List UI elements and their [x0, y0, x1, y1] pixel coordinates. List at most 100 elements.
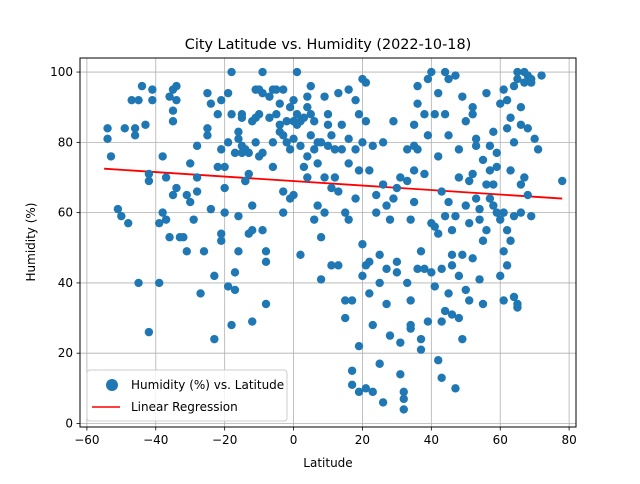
data-point	[389, 117, 398, 126]
data-point	[361, 78, 371, 87]
data-point	[223, 138, 233, 147]
x-tick-label: −20	[212, 433, 237, 447]
x-tick-label: 80	[561, 433, 576, 447]
data-point	[279, 131, 288, 140]
data-point	[437, 264, 446, 274]
data-point	[444, 74, 453, 84]
data-point	[192, 173, 202, 182]
data-point	[251, 138, 260, 147]
data-point	[458, 92, 467, 101]
data-point	[213, 110, 222, 119]
data-point	[361, 384, 371, 393]
data-point	[230, 285, 240, 295]
data-point	[506, 166, 515, 175]
data-point	[399, 387, 408, 397]
data-point	[434, 152, 443, 161]
data-point	[227, 110, 236, 119]
data-point	[161, 215, 171, 224]
data-point	[430, 110, 439, 119]
data-point	[124, 218, 133, 228]
data-point	[382, 264, 391, 274]
data-point	[468, 110, 477, 119]
data-point	[327, 261, 336, 270]
data-point	[261, 247, 271, 256]
data-point	[496, 271, 505, 281]
data-point	[392, 257, 402, 267]
data-point	[323, 110, 333, 119]
y-axis-label: Humidity (%)	[24, 203, 38, 282]
data-point	[230, 148, 240, 158]
data-point	[299, 113, 309, 122]
data-point	[533, 145, 543, 154]
data-point	[468, 169, 477, 179]
data-point	[320, 173, 329, 182]
data-point	[365, 166, 374, 175]
data-point	[461, 201, 470, 210]
data-point	[354, 387, 364, 397]
data-point	[117, 211, 126, 221]
data-point	[217, 229, 226, 238]
data-point	[234, 134, 243, 144]
data-point	[306, 110, 315, 119]
data-point	[396, 173, 405, 182]
data-point	[172, 95, 181, 105]
data-point	[299, 162, 309, 172]
data-point	[465, 218, 474, 228]
data-point	[420, 110, 429, 119]
data-point	[454, 173, 464, 182]
data-point	[285, 103, 295, 112]
data-point	[172, 183, 181, 193]
data-point	[203, 124, 212, 133]
data-point	[368, 387, 377, 397]
data-point	[385, 331, 395, 340]
data-point	[279, 187, 288, 196]
data-point	[130, 124, 140, 133]
data-point	[265, 92, 274, 101]
data-point	[241, 176, 250, 186]
y-tick-label: 80	[58, 135, 73, 149]
data-point	[282, 138, 291, 147]
data-point	[137, 81, 147, 91]
data-point	[282, 117, 291, 126]
data-point	[327, 183, 336, 193]
data-point	[458, 250, 467, 259]
data-point	[244, 148, 253, 158]
data-point	[423, 74, 433, 84]
data-point	[427, 67, 436, 77]
data-point	[258, 148, 267, 158]
data-point	[437, 187, 446, 196]
data-point	[399, 405, 408, 414]
data-point	[310, 117, 319, 126]
data-point	[468, 254, 477, 263]
y-axis-ticks: 0 20 40 60 80 100	[50, 65, 80, 430]
data-point	[509, 292, 519, 302]
data-point	[447, 250, 457, 259]
data-point	[420, 169, 429, 179]
data-point	[447, 226, 457, 235]
data-point	[444, 131, 453, 140]
y-tick-label: 40	[58, 276, 73, 290]
data-point	[217, 95, 226, 105]
data-point	[310, 145, 319, 154]
data-point	[165, 233, 174, 242]
data-point	[489, 180, 498, 189]
data-point	[275, 99, 284, 108]
y-tick-label: 0	[65, 416, 73, 430]
data-point	[496, 215, 505, 224]
data-point	[523, 190, 532, 200]
data-point	[248, 317, 257, 326]
data-point	[513, 74, 522, 84]
regression-line	[104, 167, 563, 200]
data-point	[378, 398, 388, 407]
data-point	[103, 134, 112, 144]
data-point	[316, 138, 326, 147]
data-point	[403, 278, 412, 288]
data-point	[316, 275, 326, 284]
data-point	[344, 159, 353, 168]
data-point	[186, 197, 195, 207]
data-point	[158, 208, 167, 217]
data-point	[406, 215, 415, 224]
data-point	[351, 194, 360, 203]
data-point	[279, 208, 288, 217]
regression-layer	[104, 167, 563, 200]
